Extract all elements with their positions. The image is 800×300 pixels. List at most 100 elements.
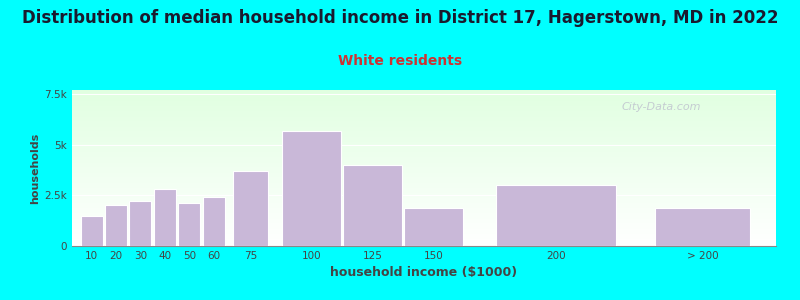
Bar: [72, 215, 776, 216]
Bar: [72, 153, 776, 154]
Bar: [72, 145, 776, 146]
Bar: [72, 148, 776, 149]
Bar: [72, 188, 776, 189]
Bar: [72, 185, 776, 186]
Bar: [72, 127, 776, 128]
Bar: [178, 203, 200, 246]
Bar: [72, 176, 776, 177]
Bar: [405, 208, 463, 246]
X-axis label: household income ($1000): household income ($1000): [330, 266, 518, 279]
Bar: [72, 213, 776, 214]
Bar: [72, 208, 776, 209]
Bar: [72, 220, 776, 221]
Bar: [72, 122, 776, 123]
Bar: [72, 103, 776, 104]
Bar: [130, 201, 151, 246]
Bar: [72, 101, 776, 102]
Bar: [72, 129, 776, 130]
Bar: [72, 98, 776, 99]
Bar: [72, 94, 776, 95]
Bar: [72, 126, 776, 127]
Bar: [72, 152, 776, 153]
Bar: [72, 97, 776, 98]
Bar: [72, 107, 776, 108]
Bar: [72, 227, 776, 228]
Bar: [72, 113, 776, 114]
Bar: [234, 171, 267, 246]
Bar: [655, 208, 750, 246]
Bar: [72, 241, 776, 242]
Bar: [72, 163, 776, 164]
Bar: [72, 114, 776, 115]
Bar: [72, 174, 776, 175]
Bar: [72, 123, 776, 124]
Bar: [72, 154, 776, 155]
Bar: [72, 177, 776, 178]
Bar: [72, 217, 776, 218]
Bar: [72, 198, 776, 199]
Bar: [72, 117, 776, 118]
Bar: [72, 150, 776, 151]
Bar: [72, 183, 776, 184]
Bar: [72, 187, 776, 188]
Bar: [72, 171, 776, 172]
Bar: [72, 207, 776, 208]
Bar: [72, 209, 776, 210]
Bar: [72, 169, 776, 170]
Bar: [72, 236, 776, 237]
Bar: [72, 219, 776, 220]
Bar: [72, 132, 776, 133]
Bar: [105, 206, 127, 246]
Bar: [72, 186, 776, 187]
Bar: [72, 200, 776, 201]
Bar: [72, 201, 776, 202]
Bar: [72, 195, 776, 196]
Bar: [72, 149, 776, 150]
Bar: [72, 197, 776, 198]
Bar: [343, 165, 402, 246]
Bar: [72, 234, 776, 235]
Bar: [72, 147, 776, 148]
Bar: [81, 216, 102, 246]
Bar: [496, 185, 616, 246]
Bar: [72, 93, 776, 94]
Bar: [72, 99, 776, 100]
Bar: [72, 245, 776, 246]
Bar: [72, 118, 776, 119]
Bar: [72, 92, 776, 93]
Bar: [72, 116, 776, 117]
Bar: [72, 228, 776, 229]
Bar: [72, 137, 776, 138]
Bar: [72, 199, 776, 200]
Bar: [72, 105, 776, 106]
Bar: [72, 240, 776, 241]
Text: City-Data.com: City-Data.com: [621, 103, 701, 112]
Bar: [72, 155, 776, 156]
Bar: [72, 232, 776, 233]
Bar: [72, 146, 776, 147]
Bar: [72, 210, 776, 211]
Bar: [72, 119, 776, 120]
Bar: [72, 181, 776, 182]
Bar: [72, 202, 776, 203]
Bar: [72, 111, 776, 112]
Bar: [72, 90, 776, 91]
Bar: [72, 124, 776, 125]
Bar: [154, 189, 176, 246]
Bar: [72, 190, 776, 191]
Bar: [72, 144, 776, 145]
Bar: [72, 108, 776, 109]
Bar: [72, 168, 776, 169]
Bar: [72, 130, 776, 131]
Bar: [72, 191, 776, 192]
Bar: [72, 170, 776, 171]
Bar: [72, 229, 776, 230]
Bar: [72, 158, 776, 159]
Bar: [72, 142, 776, 143]
Bar: [72, 104, 776, 105]
Bar: [72, 189, 776, 190]
Bar: [72, 243, 776, 244]
Bar: [72, 134, 776, 135]
Bar: [72, 231, 776, 232]
Bar: [72, 194, 776, 195]
